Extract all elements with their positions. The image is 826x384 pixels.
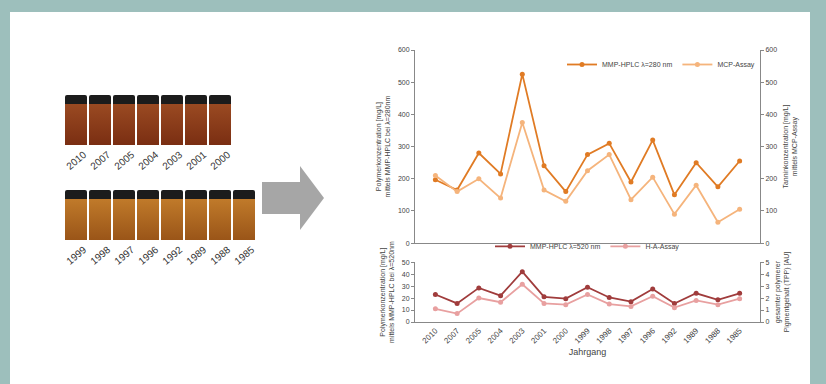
svg-text:Polymerkonzentration [mg/L]mit: Polymerkonzentration [mg/L]mittels MMP-H… <box>379 241 395 343</box>
html-text:1989: 1989 <box>184 244 209 267</box>
svg-text:10: 10 <box>402 306 410 313</box>
html-text:2001: 2001 <box>184 149 209 172</box>
html-text:2004: 2004 <box>136 149 161 172</box>
html-text:1992: 1992 <box>160 244 185 267</box>
html-text:1997: 1997 <box>112 244 137 267</box>
svg-text:40: 40 <box>402 271 410 278</box>
html-text:2010: 2010 <box>64 149 89 172</box>
svg-text:gesamter polymererPigmentgehal: gesamter polymererPigmentgehalt (TPP) [A… <box>774 252 791 333</box>
svg-text:2000: 2000 <box>551 326 570 345</box>
html-text:2000: 2000 <box>208 149 233 172</box>
svg-text:300: 300 <box>765 143 777 150</box>
svg-text:200: 200 <box>765 175 777 182</box>
svg-text:MMP-HPLC λ=520 nm: MMP-HPLC λ=520 nm <box>530 243 600 250</box>
svg-text:1996: 1996 <box>638 326 657 345</box>
svg-text:Jahrgang: Jahrgang <box>569 347 607 357</box>
svg-text:MCP-Assay: MCP-Assay <box>717 61 754 69</box>
svg-text:H-A-Assay: H-A-Assay <box>645 243 679 251</box>
svg-text:20: 20 <box>402 295 410 302</box>
html-text:1999: 1999 <box>64 244 89 267</box>
svg-text:2005: 2005 <box>464 326 483 345</box>
svg-text:MMP-HPLC λ=280 nm: MMP-HPLC λ=280 nm <box>602 61 672 68</box>
svg-text:1999: 1999 <box>573 326 592 345</box>
svg-text:0: 0 <box>406 240 410 247</box>
svg-text:500: 500 <box>765 79 777 86</box>
svg-text:2003: 2003 <box>508 326 527 345</box>
svg-text:1985: 1985 <box>725 326 744 345</box>
svg-text:5: 5 <box>765 259 769 266</box>
svg-text:300: 300 <box>398 143 410 150</box>
svg-text:400: 400 <box>765 111 777 118</box>
svg-text:30: 30 <box>402 283 410 290</box>
svg-text:Tanninkonzentration [mg/L]mitt: Tanninkonzentration [mg/L]mittels MCP-As… <box>782 104 799 188</box>
html-text:1998: 1998 <box>88 244 113 267</box>
svg-text:200: 200 <box>398 175 410 182</box>
svg-text:4: 4 <box>765 271 769 278</box>
svg-text:400: 400 <box>398 111 410 118</box>
svg-text:100: 100 <box>765 207 777 214</box>
svg-text:2004: 2004 <box>486 326 505 345</box>
html-text:2003: 2003 <box>160 149 185 172</box>
svg-text:0: 0 <box>406 318 410 325</box>
svg-text:1: 1 <box>765 306 769 313</box>
svg-text:100: 100 <box>398 207 410 214</box>
html-text:2007: 2007 <box>88 149 113 172</box>
html-text:2005: 2005 <box>112 149 137 172</box>
svg-text:0: 0 <box>765 240 769 247</box>
svg-text:2: 2 <box>765 295 769 302</box>
svg-text:Polymerkonzentration [mg/L]mit: Polymerkonzentration [mg/L]mittels MMP-H… <box>375 96 391 198</box>
html-text:1988: 1988 <box>208 244 233 267</box>
svg-text:3: 3 <box>765 283 769 290</box>
html-text:1996: 1996 <box>136 244 161 267</box>
svg-text:1998: 1998 <box>595 326 614 345</box>
svg-text:1988: 1988 <box>703 326 722 345</box>
svg-text:1997: 1997 <box>616 326 635 345</box>
svg-text:2007: 2007 <box>442 326 461 345</box>
svg-text:1992: 1992 <box>660 326 679 345</box>
svg-text:500: 500 <box>398 79 410 86</box>
svg-text:50: 50 <box>402 259 410 266</box>
svg-text:600: 600 <box>765 46 777 53</box>
svg-text:600: 600 <box>398 46 410 53</box>
svg-text:1989: 1989 <box>681 326 700 345</box>
svg-text:2001: 2001 <box>529 326 548 345</box>
svg-text:2010: 2010 <box>421 326 440 345</box>
html-text:1985: 1985 <box>232 244 257 267</box>
svg-text:0: 0 <box>765 318 769 325</box>
